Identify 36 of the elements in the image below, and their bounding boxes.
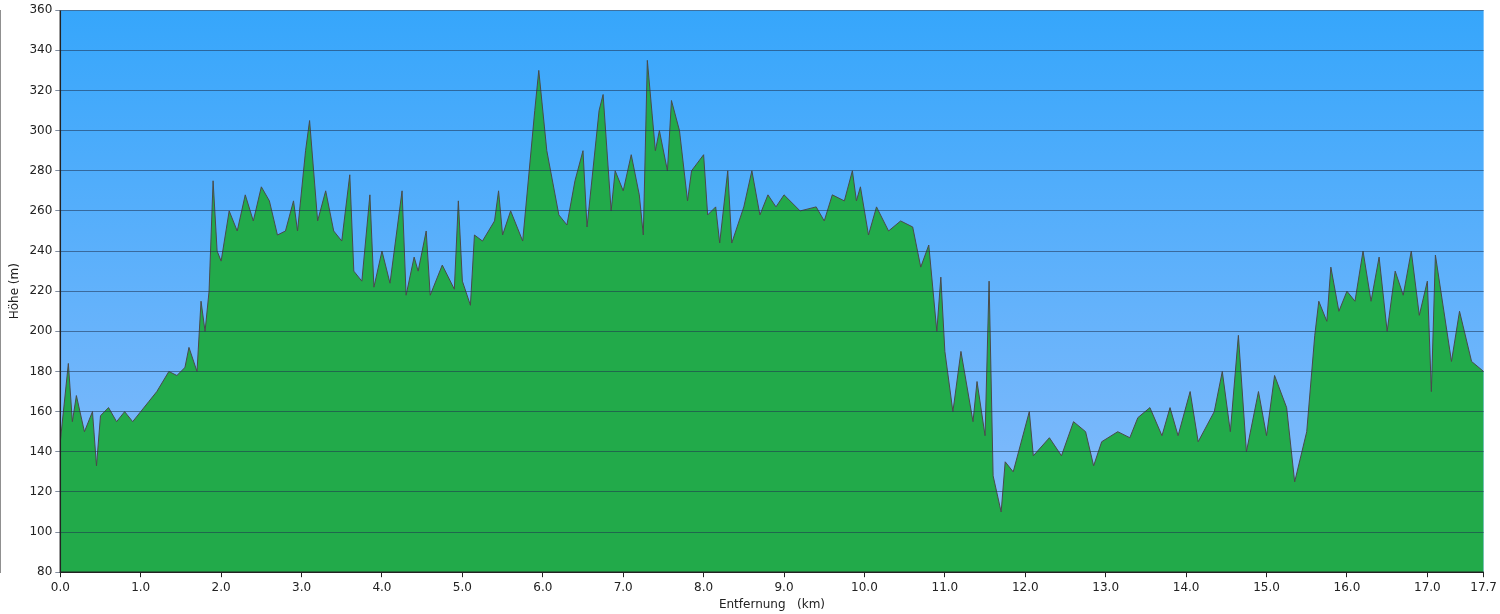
x-tick-label: 16.0 [1333,579,1361,594]
x-tick-label: 14.0 [1172,579,1200,594]
y-tick-label: 260 [29,203,53,218]
y-tick-label: 240 [29,243,53,258]
y-tick-label: 200 [29,323,53,338]
y-tick-label: 180 [29,363,53,378]
y-tick-label: 360 [29,2,53,17]
x-tick-label: 9.0 [774,579,794,594]
y-tick-label: 320 [29,82,53,97]
x-axis-title: Entfernung (km) [718,596,826,611]
y-tick-label: 160 [29,403,53,418]
x-tick-label: 2.0 [211,579,231,594]
x-tick-label: 12.0 [1011,579,1039,594]
x-tick-label: 13.0 [1092,579,1120,594]
x-tick-label: 17.7 [1470,579,1497,594]
y-tick-label: 80 [37,564,53,579]
x-tick-label: 4.0 [372,579,392,594]
x-tick-label: 11.0 [931,579,959,594]
y-tick-label: 300 [29,122,53,137]
y-tick-label: 120 [29,484,53,499]
y-tick-label: 340 [29,42,53,57]
x-tick-label: 6.0 [533,579,553,594]
x-tick-label: 0.0 [50,579,70,594]
y-tick-label: 100 [29,524,53,539]
y-tick-label: 220 [29,283,53,298]
x-tick-label: 3.0 [292,579,312,594]
y-tick-label: 140 [29,443,53,458]
x-tick-label: 15.0 [1253,579,1280,594]
x-tick-label: 17.0 [1413,579,1441,594]
x-tick-label: 7.0 [613,579,633,594]
x-tick-label: 8.0 [694,579,714,594]
x-tick-label: 5.0 [452,579,472,594]
x-tick-label: 10.0 [851,579,878,594]
y-axis-title: Höhe (m) [7,263,22,320]
y-tick-label: 280 [29,162,53,177]
x-tick-label: 1.0 [131,579,151,594]
